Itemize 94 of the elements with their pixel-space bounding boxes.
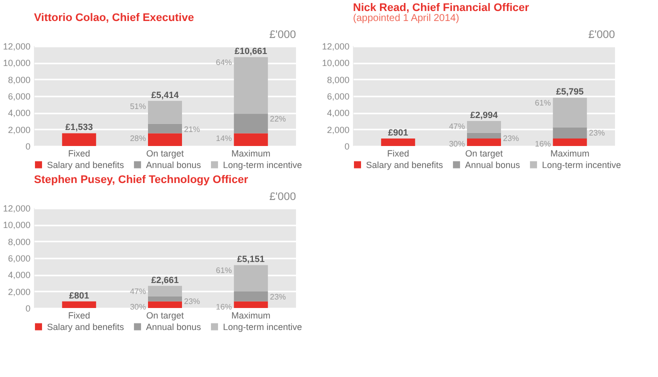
- total-label: £2,661: [151, 274, 179, 285]
- bar: [552, 98, 587, 128]
- y-tick-label: 10,000: [322, 58, 350, 68]
- annotation: 47%: [130, 286, 146, 296]
- y-tick-label: 8,000: [8, 74, 30, 85]
- y-tick-label: 2,000: [326, 124, 350, 135]
- x-tick-label: On target: [465, 148, 504, 158]
- bar: [234, 57, 268, 114]
- bar: [467, 138, 501, 146]
- legend-label: Annual bonus: [465, 160, 521, 170]
- total-label: £10,661: [234, 46, 268, 56]
- y-tick-label: 12,000: [2, 204, 30, 214]
- y-tick-label: 12,000: [2, 42, 30, 52]
- x-tick-label: On target: [146, 310, 184, 320]
- y-tick-label: 10,000: [2, 58, 30, 68]
- chart-subtitle: (appointed 1 April 2014): [353, 13, 460, 24]
- legend-label: Annual bonus: [146, 160, 202, 170]
- y-tick-label: 4,000: [8, 108, 30, 118]
- total-label: £2,994: [470, 110, 498, 120]
- bar: [467, 132, 501, 138]
- annotation: 30%: [448, 139, 465, 148]
- annotation: 61%: [534, 98, 551, 108]
- bar: [62, 301, 96, 308]
- bar: [62, 133, 96, 146]
- legend-label: Long-term incentive: [223, 322, 302, 332]
- bar: [381, 138, 416, 146]
- total-label: £5,795: [556, 86, 584, 97]
- y-axis-title: £'000: [269, 29, 296, 41]
- total-label: £1,533: [65, 122, 93, 132]
- bar: [148, 133, 182, 146]
- chart-title: Stephen Pusey, Chief Technology Officer: [34, 174, 249, 186]
- y-axis-title: £'000: [269, 191, 296, 203]
- annotation: 22%: [270, 114, 286, 124]
- bar: [148, 296, 182, 302]
- bar: [148, 301, 182, 308]
- total-label: £801: [69, 290, 90, 300]
- legend-label: Annual bonus: [146, 322, 202, 332]
- bar: [234, 133, 268, 146]
- y-tick-label: 8,000: [8, 236, 30, 247]
- x-tick-label: Fixed: [387, 148, 410, 158]
- annotation: 16%: [216, 302, 232, 312]
- y-tick-label: 12,000: [322, 42, 350, 52]
- bar: [148, 124, 182, 134]
- annotation: 28%: [130, 134, 146, 144]
- x-tick-label: On target: [146, 148, 184, 158]
- x-tick-label: Fixed: [68, 148, 90, 158]
- y-tick-label: 6,000: [8, 254, 30, 264]
- x-tick-label: Fixed: [68, 310, 90, 320]
- x-tick-label: Maximum: [231, 310, 270, 320]
- x-tick-label: Maximum: [550, 148, 590, 158]
- legend-label: Salary and benefits: [47, 160, 125, 170]
- bar: [467, 121, 501, 133]
- y-tick-label: 6,000: [326, 92, 350, 102]
- annotation: 23%: [588, 128, 605, 138]
- annotation: 51%: [130, 102, 146, 111]
- annotation: 16%: [534, 139, 551, 148]
- legend-label: Long-term incentive: [542, 160, 622, 170]
- chart-title: Vittorio Colao, Chief Executive: [34, 12, 194, 24]
- annotation: 23%: [270, 292, 286, 302]
- y-tick-label: 2,000: [8, 286, 30, 297]
- y-tick-label: 0: [25, 304, 30, 314]
- bar: [148, 286, 182, 296]
- y-axis-title: £'000: [588, 29, 615, 41]
- y-tick-label: 0: [25, 142, 30, 152]
- annotation: 21%: [184, 124, 200, 134]
- bar: [234, 291, 268, 302]
- total-label: £5,414: [151, 90, 179, 100]
- annotation: 23%: [184, 297, 200, 306]
- total-label: £5,151: [237, 254, 265, 264]
- y-tick-label: 4,000: [8, 270, 30, 280]
- bar: [234, 265, 268, 292]
- annotation: 61%: [216, 266, 232, 276]
- bar: [552, 138, 587, 146]
- bar: [148, 100, 182, 124]
- bar: [552, 127, 587, 138]
- y-tick-label: 8,000: [326, 74, 350, 85]
- y-tick-label: 0: [344, 142, 350, 152]
- bar: [234, 114, 268, 134]
- annotation: 14%: [216, 134, 232, 144]
- annotation: 30%: [130, 302, 146, 312]
- annotation: 47%: [448, 122, 465, 132]
- y-tick-label: 4,000: [326, 108, 350, 118]
- legend-label: Long-term incentive: [223, 160, 302, 170]
- legend-label: Salary and benefits: [47, 322, 125, 332]
- x-tick-label: Maximum: [231, 148, 270, 158]
- y-tick-label: 6,000: [8, 92, 30, 102]
- y-tick-label: 2,000: [8, 124, 30, 135]
- annotation: 23%: [503, 134, 520, 143]
- chart-title: Nick Read, Chief Financial Officer: [353, 2, 530, 14]
- total-label: £901: [388, 127, 408, 138]
- annotation: 64%: [216, 58, 232, 68]
- legend-label: Salary and benefits: [366, 160, 444, 170]
- y-tick-label: 10,000: [2, 220, 30, 230]
- bar: [234, 301, 268, 308]
